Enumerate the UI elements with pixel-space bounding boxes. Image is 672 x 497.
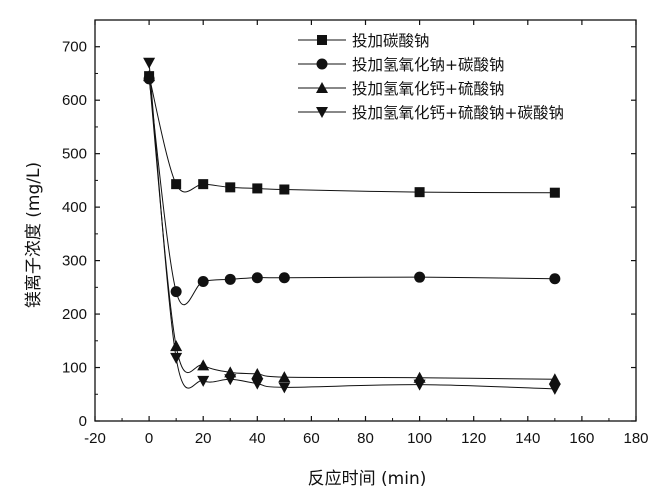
- y-tick-label: 400: [62, 199, 87, 216]
- data-point: [197, 275, 209, 287]
- y-tick-label: 300: [62, 253, 87, 270]
- data-point: [548, 383, 561, 395]
- data-point: [279, 184, 290, 195]
- data-point: [143, 57, 156, 69]
- data-point: [549, 187, 560, 198]
- y-tick-label: 100: [62, 360, 87, 377]
- legend-marker: [316, 58, 328, 70]
- series-4: [143, 57, 561, 395]
- legend-item: 投加氢氧化钙+硫酸钠: [298, 80, 505, 98]
- data-point: [143, 70, 156, 82]
- x-tick-label: 160: [569, 430, 594, 447]
- legend-item: 投加氢氧化钠+碳酸钠: [298, 56, 505, 74]
- x-tick-label: 0: [145, 430, 153, 447]
- y-tick-label: 700: [62, 39, 87, 56]
- data-point: [413, 379, 426, 391]
- data-point: [171, 179, 182, 190]
- data-point: [278, 371, 291, 383]
- data-point: [278, 382, 291, 394]
- x-tick-label: 40: [249, 430, 266, 447]
- data-point: [224, 273, 236, 285]
- data-point: [548, 373, 561, 385]
- series-2: [143, 73, 561, 306]
- legend-label: 投加碳酸钠: [352, 32, 430, 50]
- axes: -20 0 20 40 60 80 100 120 140 160 1800100200300400…: [62, 20, 649, 447]
- data-point: [197, 375, 210, 387]
- data-point: [251, 378, 264, 390]
- x-tick-label: 120: [461, 430, 486, 447]
- data-point: [278, 272, 290, 284]
- legend-label: 投加氢氧化钠+碳酸钠: [352, 56, 505, 74]
- x-tick-label: 140: [515, 430, 540, 447]
- data-point: [170, 340, 183, 352]
- data-point: [225, 182, 236, 193]
- legend-marker: [316, 82, 328, 93]
- legend-label: 投加氢氧化钙+硫酸钠+碳酸钠: [352, 104, 564, 122]
- x-tick-label: -20: [84, 430, 106, 447]
- data-point: [414, 271, 426, 283]
- y-axis-title: 镁离子浓度 (mg/L): [24, 162, 44, 308]
- series-3: [143, 70, 561, 385]
- data-point: [251, 367, 264, 379]
- legend-item: 投加氢氧化钙+硫酸钠+碳酸钠: [298, 104, 564, 122]
- series-group: [143, 57, 561, 395]
- x-tick-label: 180: [623, 430, 648, 447]
- data-point: [252, 183, 263, 194]
- x-tick-label: 60: [303, 430, 320, 447]
- legend-label: 投加氢氧化钙+硫酸钠: [352, 80, 505, 98]
- data-point: [414, 187, 425, 198]
- data-point: [197, 359, 210, 371]
- legend-marker: [316, 107, 328, 118]
- data-point: [224, 374, 237, 386]
- data-point: [170, 352, 183, 364]
- x-axis-title: 反应时间 (min): [308, 469, 427, 489]
- x-tick-label: 80: [357, 430, 374, 447]
- data-point: [170, 286, 182, 298]
- y-tick-label: 0: [79, 413, 87, 430]
- x-tick-label: 20: [195, 430, 212, 447]
- x-tick-label: 100: [407, 430, 432, 447]
- data-point: [198, 179, 209, 190]
- data-point: [549, 273, 561, 285]
- data-point: [251, 272, 263, 284]
- y-tick-label: 500: [62, 146, 87, 163]
- legend-item: 投加碳酸钠: [298, 32, 430, 50]
- y-tick-label: 200: [62, 306, 87, 323]
- legend-marker: [317, 35, 327, 45]
- y-tick-label: 600: [62, 92, 87, 109]
